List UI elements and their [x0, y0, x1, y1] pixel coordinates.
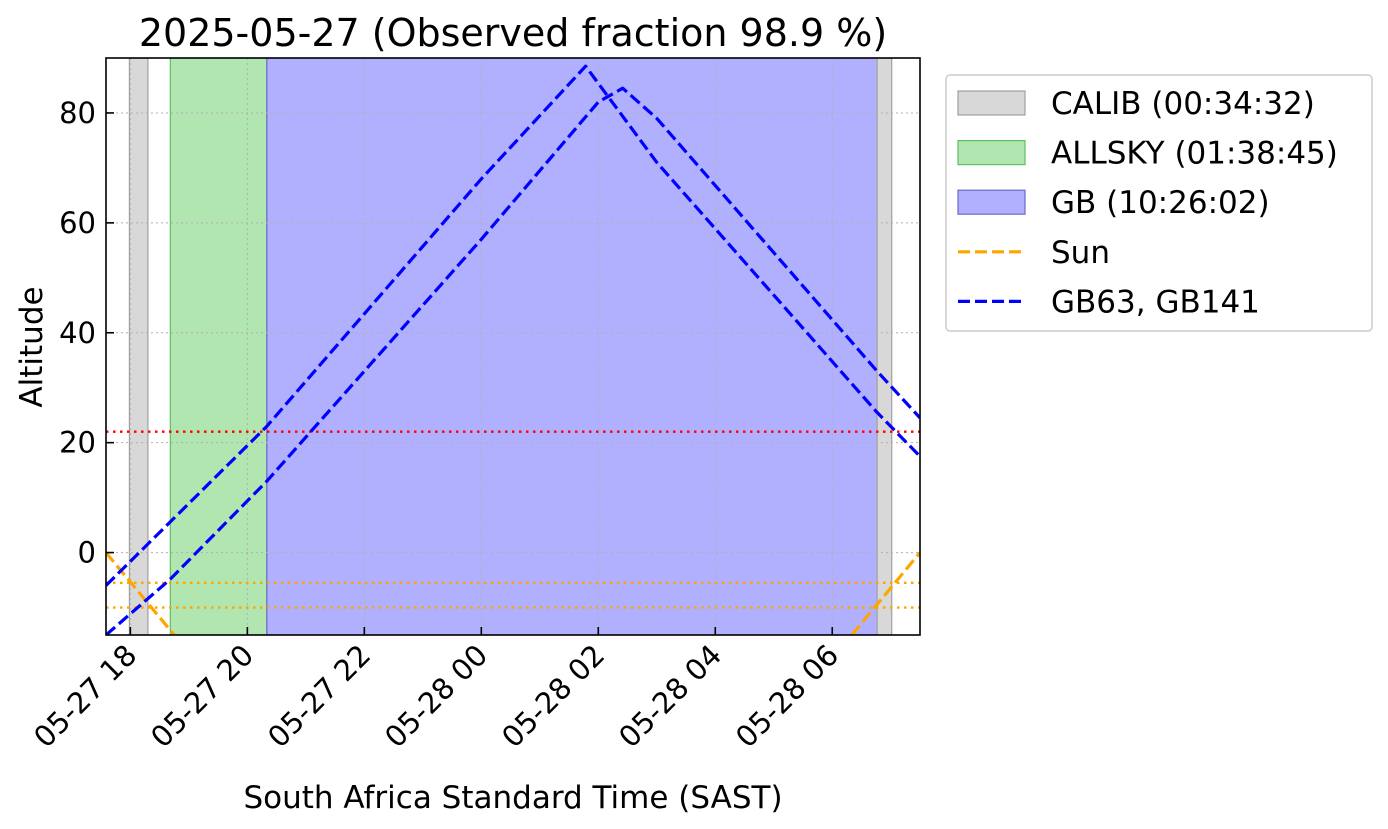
chart-title: 2025-05-27 (Observed fraction 98.9 %) [139, 11, 887, 55]
legend-swatch-gb-10-26-02 [957, 189, 1026, 215]
y-axis: 0 20 40 60 80 [59, 96, 114, 570]
x-axis-label: South Africa Standard Time (SAST) [243, 780, 782, 816]
y-axis-label: Altitude [14, 286, 50, 407]
y-tick-label: 60 [59, 206, 96, 240]
plot-frame [105, 57, 921, 636]
series-lines [106, 64, 920, 635]
span-allsky-01-38-45-1 [169, 58, 268, 635]
y-tick-label: 40 [59, 316, 96, 350]
legend-frame [945, 74, 1373, 332]
legend-label-gb-10-26-02: GB (10:26:02) [1051, 185, 1270, 221]
series-sun-line-1 [850, 551, 920, 635]
grid-lines [106, 58, 920, 635]
span-calib-00-34-32-3 [876, 58, 893, 635]
legend: CALIB (00:34:32) ALLSKY (01:38:45) GB (10:… [945, 74, 1373, 332]
time-spans [128, 58, 893, 635]
y-tick-label: 20 [59, 426, 96, 460]
y-tick-label: 0 [78, 536, 96, 570]
legend-swatch-calib-00-34-32 [957, 90, 1026, 116]
series-sun-line-0 [106, 551, 176, 635]
span-gb-10-26-02-2 [266, 58, 878, 635]
legend-label-allsky-01-38-45: ALLSKY (01:38:45) [1051, 136, 1338, 172]
span-calib-00-34-32-0 [128, 58, 149, 635]
legend-label-sun: Sun [1051, 235, 1110, 271]
reference-lines [106, 430, 920, 609]
series-gb63-gb141-line-1 [106, 86, 920, 635]
legend-swatch-allsky-01-38-45 [957, 140, 1026, 166]
legend-label-gb63-gb141: GB63, GB141 [1051, 284, 1260, 320]
series-gb63-gb141-line-0 [106, 64, 920, 587]
legend-label-calib-00-34-32: CALIB (00:34:32) [1051, 86, 1315, 122]
y-tick-label: 80 [59, 96, 96, 130]
